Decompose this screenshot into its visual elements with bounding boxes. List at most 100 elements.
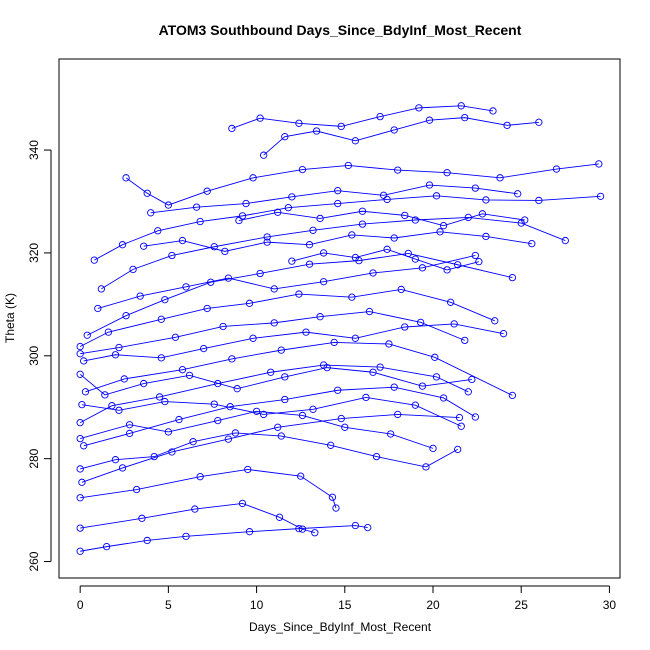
- data-point: [334, 199, 342, 208]
- data-point: [344, 161, 352, 170]
- data-point: [431, 353, 439, 361]
- data-point: [471, 413, 479, 421]
- data-point: [200, 344, 208, 353]
- data-point: [503, 121, 511, 130]
- data-point: [372, 452, 381, 461]
- x-tick-label: 5: [165, 598, 172, 612]
- data-point: [157, 315, 165, 323]
- x-tick-label: 15: [338, 598, 352, 612]
- data-point: [411, 216, 420, 224]
- series-line-10: [87, 252, 513, 336]
- data-point: [379, 191, 388, 199]
- data-point: [76, 494, 84, 502]
- data-point: [305, 260, 314, 268]
- x-tick-label: 25: [515, 598, 529, 612]
- data-point: [196, 217, 204, 226]
- data-point: [118, 241, 127, 249]
- data-point: [418, 264, 427, 272]
- series-line-7: [85, 341, 513, 396]
- series-line-9: [79, 288, 495, 347]
- data-point: [446, 298, 455, 306]
- data-point: [104, 328, 113, 336]
- data-point: [369, 269, 377, 277]
- data-point: [390, 126, 398, 134]
- data-point: [168, 251, 176, 260]
- series-line-23: [238, 210, 525, 227]
- data-point: [394, 410, 402, 419]
- x-axis: 0 5 10 15 20 25 30: [77, 585, 616, 612]
- data-point: [138, 514, 146, 522]
- data-point: [455, 413, 464, 422]
- data-point: [143, 536, 151, 545]
- y-axis: 260 280 300 320 340: [27, 140, 52, 572]
- data-point: [334, 386, 342, 394]
- data-point: [401, 323, 409, 331]
- data-point: [316, 214, 324, 223]
- data-point: [210, 243, 218, 251]
- data-point: [245, 528, 254, 536]
- data-point: [235, 216, 243, 225]
- data-point: [332, 504, 340, 512]
- data-point: [365, 307, 374, 316]
- data-point: [238, 499, 247, 508]
- series-line-22: [80, 410, 434, 449]
- data-point: [457, 422, 465, 430]
- data-point: [429, 444, 437, 453]
- data-point: [143, 189, 151, 197]
- data-point: [178, 236, 187, 245]
- data-point: [118, 464, 127, 472]
- data-point: [115, 343, 123, 352]
- data-point: [281, 373, 289, 381]
- data-point: [596, 192, 605, 200]
- data-point: [461, 113, 469, 122]
- data-point: [191, 505, 199, 513]
- data-point: [224, 274, 233, 282]
- data-point: [411, 255, 420, 263]
- data-point: [219, 322, 227, 331]
- data-point: [259, 151, 268, 159]
- data-point: [561, 236, 569, 245]
- data-point: [80, 442, 88, 450]
- data-point: [482, 232, 490, 241]
- series-line-21: [143, 231, 532, 252]
- data-point: [238, 212, 247, 220]
- data-point: [327, 441, 335, 449]
- data-point: [245, 299, 254, 307]
- series-line-14: [231, 105, 494, 129]
- data-point: [259, 410, 268, 419]
- data-point: [147, 209, 155, 217]
- data-point: [298, 165, 307, 174]
- data-point: [312, 127, 321, 135]
- data-point: [436, 228, 444, 236]
- series-line-8: [80, 311, 465, 355]
- data-point: [150, 452, 158, 461]
- data-point: [90, 256, 98, 264]
- data-point: [231, 429, 240, 437]
- data-point: [351, 334, 360, 342]
- data-point: [275, 513, 284, 521]
- data-point: [387, 430, 395, 438]
- data-point: [454, 261, 462, 269]
- data-point: [256, 269, 264, 278]
- data-point: [132, 485, 141, 494]
- data-point: [203, 304, 211, 313]
- data-point: [171, 333, 180, 341]
- series-line-17: [79, 367, 472, 396]
- series-line-2: [80, 502, 315, 534]
- data-point: [295, 119, 303, 127]
- data-point: [164, 428, 173, 436]
- data-point: [499, 330, 508, 338]
- data-point: [316, 313, 324, 321]
- data-point: [203, 187, 211, 195]
- data-point: [309, 226, 317, 234]
- x-tick-label: 0: [77, 598, 84, 612]
- data-point: [111, 456, 120, 464]
- data-point: [415, 104, 423, 112]
- data-point: [78, 401, 86, 409]
- data-point: [210, 400, 218, 408]
- x-tick-label: 20: [426, 598, 440, 612]
- data-point: [120, 375, 128, 383]
- series-line-11: [101, 216, 566, 290]
- data-point: [97, 285, 105, 293]
